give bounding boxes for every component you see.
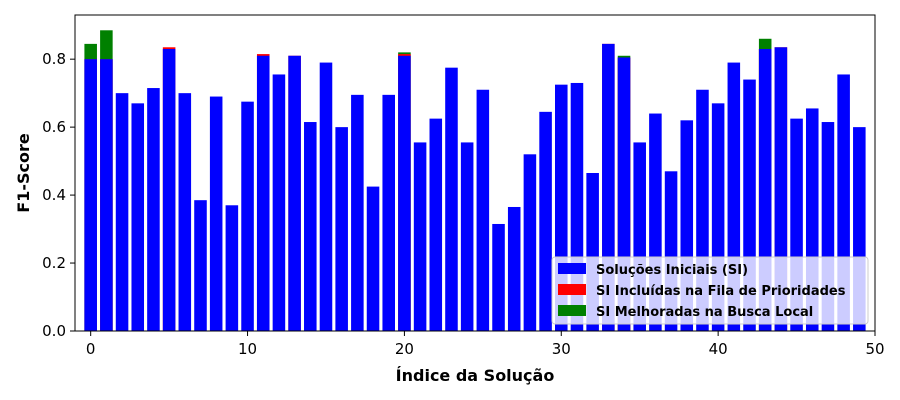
- bar-initial-solution: [256, 55, 270, 332]
- bar-initial-solution: [131, 103, 145, 331]
- y-tick-label: 0.4: [42, 186, 66, 204]
- x-tick-label: 0: [86, 340, 96, 358]
- legend-swatch: [558, 284, 586, 295]
- bar-initial-solution: [178, 93, 192, 332]
- x-tick-label: 30: [552, 340, 571, 358]
- bar-initial-solution: [507, 206, 521, 331]
- bar-initial-solution: [304, 122, 317, 331]
- bar-initial-solution: [115, 93, 129, 332]
- x-axis-ticks: 0 10 20 30 40 50: [86, 331, 885, 358]
- y-tick-label: 0.8: [42, 50, 66, 68]
- bar-initial-solution: [445, 67, 458, 332]
- bar-initial-solution: [335, 127, 348, 331]
- bar-initial-solution: [351, 94, 364, 331]
- bar-initial-solution: [319, 62, 333, 331]
- bar-initial-solution: [539, 111, 552, 331]
- legend: Soluções Iniciais (SI) SI Incluídas na Fi…: [551, 256, 869, 325]
- bar-initial-solution: [366, 186, 380, 331]
- bar-initial-solution: [429, 118, 443, 331]
- bar-initial-solution: [147, 88, 160, 331]
- bar-initial-solution: [272, 74, 286, 332]
- bar-initial-solution: [209, 96, 223, 331]
- bar-initial-solution: [84, 59, 97, 332]
- bar-initial-solution: [194, 200, 207, 331]
- bar-initial-solution: [460, 142, 474, 331]
- bar-initial-solution: [382, 94, 395, 331]
- bar-initial-solution: [241, 101, 254, 332]
- bar-initial-solution: [288, 55, 301, 332]
- bar-initial-solution: [100, 59, 113, 332]
- x-tick-label: 20: [395, 340, 414, 358]
- bar-initial-solution: [476, 89, 490, 331]
- y-tick-label: 0.2: [42, 254, 66, 272]
- bar-initial-solution: [162, 48, 176, 331]
- bar-initial-solution: [492, 223, 505, 331]
- x-tick-label: 10: [238, 340, 257, 358]
- bar-initial-solution: [398, 55, 411, 332]
- bar-initial-solution: [523, 154, 537, 331]
- x-tick-label: 40: [709, 340, 728, 358]
- legend-swatch: [558, 263, 586, 274]
- y-axis-ticks: 0.0 0.2 0.4 0.6 0.8: [42, 50, 75, 340]
- y-axis-title: F1-Score: [14, 133, 33, 213]
- bar-initial-solution: [413, 142, 427, 331]
- y-tick-label: 0.0: [42, 322, 66, 340]
- x-axis-title: Índice da Solução: [396, 366, 555, 385]
- plot-area-frame: [74, 14, 876, 332]
- legend-label: Soluções Iniciais (SI): [596, 263, 748, 278]
- legend-box: [551, 256, 869, 325]
- legend-swatch: [558, 305, 586, 316]
- bar-initial-solution: [225, 205, 239, 331]
- y-tick-label: 0.6: [42, 118, 66, 136]
- legend-label: SI Incluídas na Fila de Prioridades: [596, 284, 846, 299]
- legend-label: SI Melhoradas na Busca Local: [596, 305, 813, 320]
- x-tick-label: 50: [865, 340, 884, 358]
